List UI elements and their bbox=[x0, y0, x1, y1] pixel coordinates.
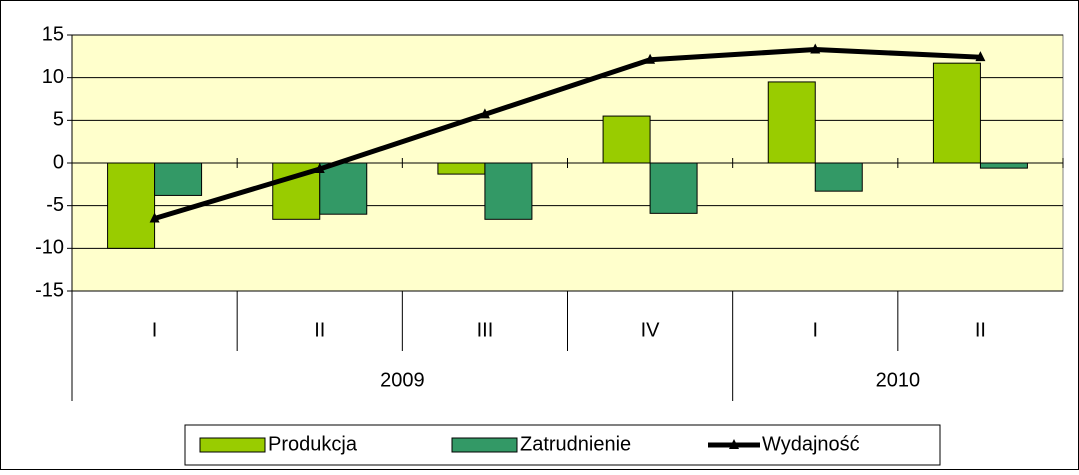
line-marker bbox=[645, 53, 656, 64]
line-marker bbox=[149, 212, 160, 223]
legend-label: Produkcja bbox=[268, 433, 358, 455]
line-series bbox=[153, 47, 981, 221]
legend-label: Zatrudnienie bbox=[520, 433, 631, 455]
y-tick-label: 10 bbox=[42, 66, 64, 88]
bar bbox=[932, 62, 981, 164]
bar bbox=[602, 115, 651, 164]
y-tick-label: -15 bbox=[35, 279, 64, 301]
bar bbox=[154, 162, 203, 196]
line-marker bbox=[314, 162, 325, 173]
bar bbox=[484, 162, 533, 220]
y-tick-label: 15 bbox=[42, 23, 64, 45]
bar bbox=[107, 162, 156, 249]
legend-box bbox=[184, 424, 941, 466]
group-label: 2010 bbox=[876, 369, 921, 391]
y-tick-label: 5 bbox=[53, 109, 64, 131]
bar bbox=[319, 162, 368, 215]
x-tick-label: II bbox=[975, 319, 986, 341]
bar bbox=[979, 162, 1028, 169]
line-marker bbox=[479, 108, 490, 119]
legend-marker bbox=[729, 439, 739, 449]
legend-swatch bbox=[199, 437, 266, 453]
y-tick-label: -5 bbox=[46, 194, 64, 216]
x-tick-label: III bbox=[477, 319, 494, 341]
group-label: 2009 bbox=[380, 369, 425, 391]
x-tick-label: I bbox=[152, 319, 158, 341]
y-tick-label: 0 bbox=[53, 151, 64, 173]
line-marker bbox=[975, 51, 986, 62]
bar bbox=[649, 162, 698, 214]
legend-label: Wydajność bbox=[762, 433, 860, 455]
legend-swatch bbox=[451, 437, 518, 453]
bar bbox=[814, 162, 863, 192]
x-tick-label: I bbox=[812, 319, 818, 341]
y-tick-label: -10 bbox=[35, 237, 64, 259]
bar bbox=[437, 162, 486, 175]
x-tick-label: IV bbox=[641, 319, 661, 341]
line-marker bbox=[810, 43, 821, 54]
bar bbox=[767, 81, 816, 164]
x-tick-label: II bbox=[314, 319, 325, 341]
